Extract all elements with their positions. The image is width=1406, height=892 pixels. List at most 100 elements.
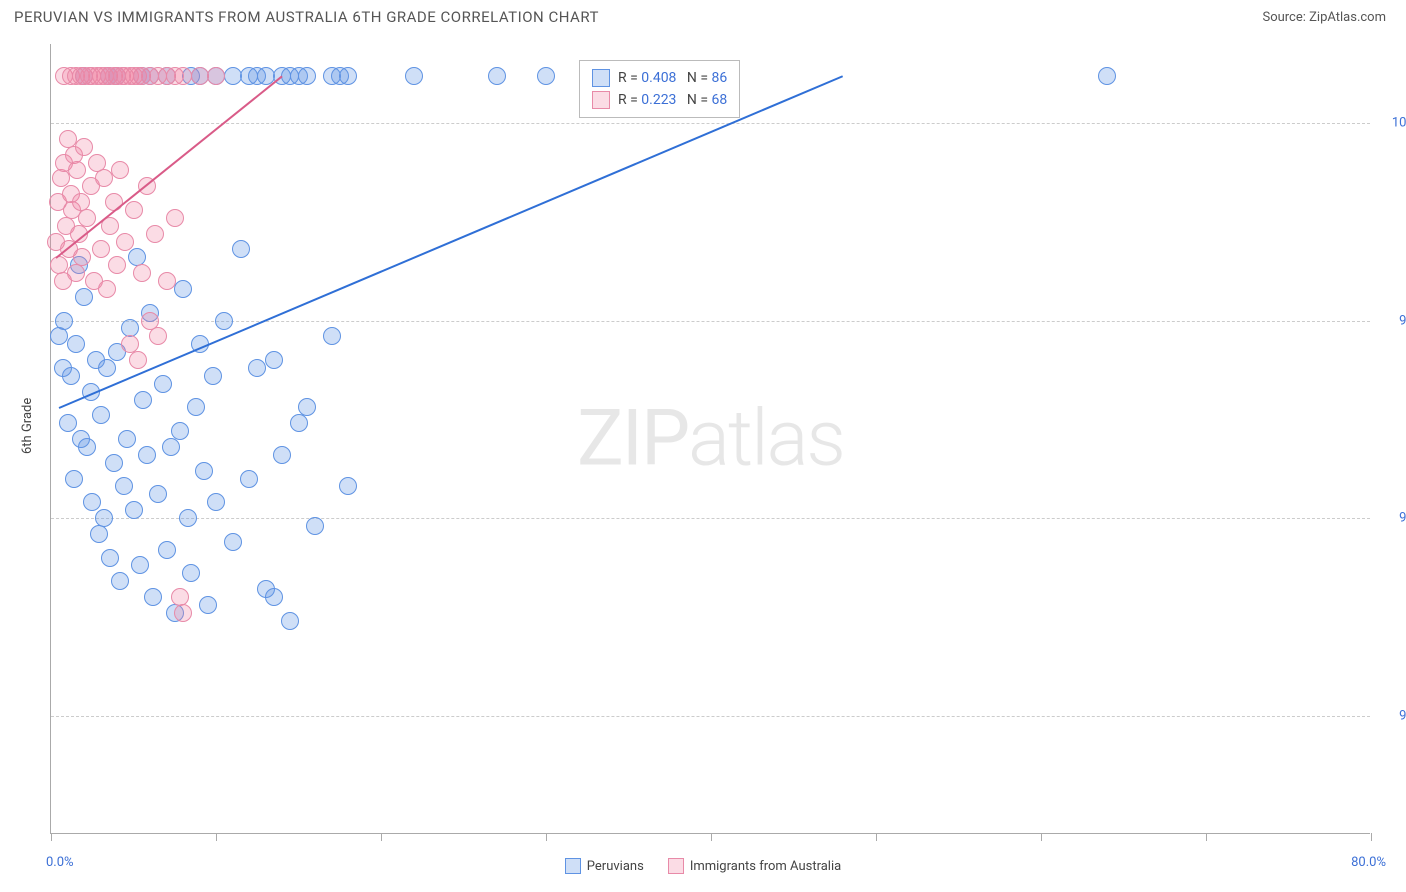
ytick-label: 100.0% <box>1392 116 1406 131</box>
scatter-point <box>68 161 86 179</box>
scatter-point <box>98 280 116 298</box>
scatter-point <box>125 201 143 219</box>
source-label: Source: ZipAtlas.com <box>1262 10 1386 25</box>
scatter-point <box>101 549 119 567</box>
scatter-point <box>488 67 506 85</box>
xtick <box>216 833 217 841</box>
scatter-point <box>144 588 162 606</box>
scatter-point <box>405 67 423 85</box>
stats-legend: R = 0.408 N = 86R = 0.223 N = 68 <box>579 60 740 118</box>
swatch-icon <box>592 69 610 87</box>
scatter-point <box>265 351 283 369</box>
scatter-point <box>129 351 147 369</box>
scatter-point <box>138 446 156 464</box>
scatter-point <box>59 414 77 432</box>
plot-area: ZIPatlas 92.5%95.0%97.5%100.0%R = 0.408 … <box>50 44 1370 834</box>
scatter-point <box>131 556 149 574</box>
scatter-point <box>83 493 101 511</box>
scatter-point <box>265 588 283 606</box>
chart-wrap: 6th Grade ZIPatlas 92.5%95.0%97.5%100.0%… <box>0 34 1406 884</box>
scatter-point <box>111 161 129 179</box>
scatter-point <box>199 596 217 614</box>
scatter-point <box>98 359 116 377</box>
scatter-point <box>179 509 197 527</box>
legend-item-peruvians: Peruvians <box>565 858 644 874</box>
scatter-point <box>240 470 258 488</box>
scatter-point <box>108 256 126 274</box>
scatter-point <box>162 438 180 456</box>
watermark: ZIPatlas <box>577 393 844 484</box>
xtick <box>51 833 52 841</box>
scatter-point <box>78 209 96 227</box>
scatter-point <box>134 391 152 409</box>
scatter-point <box>166 209 184 227</box>
legend-row: R = 0.223 N = 68 <box>592 89 727 111</box>
scatter-point <box>339 477 357 495</box>
gridline <box>51 321 1370 322</box>
scatter-point <box>67 335 85 353</box>
ytick-label: 92.5% <box>1399 708 1406 723</box>
scatter-point <box>95 169 113 187</box>
scatter-point <box>105 193 123 211</box>
scatter-point <box>174 280 192 298</box>
scatter-point <box>187 398 205 416</box>
scatter-point <box>537 67 555 85</box>
scatter-point <box>95 509 113 527</box>
scatter-point <box>248 359 266 377</box>
scatter-point <box>149 327 167 345</box>
scatter-point <box>149 485 167 503</box>
swatch-icon <box>592 91 610 109</box>
watermark-zip: ZIP <box>577 393 688 484</box>
scatter-point <box>323 327 341 345</box>
scatter-point <box>281 612 299 630</box>
scatter-point <box>133 264 151 282</box>
scatter-point <box>55 312 73 330</box>
legend-stats: R = 0.408 N = 86 <box>618 67 727 89</box>
scatter-point <box>306 517 324 535</box>
xtick <box>381 833 382 841</box>
scatter-point <box>73 248 91 266</box>
xlim-max: 80.0% <box>1351 855 1386 870</box>
scatter-point <box>174 604 192 622</box>
scatter-point <box>182 564 200 582</box>
scatter-point <box>90 525 108 543</box>
legend-stats: R = 0.223 N = 68 <box>618 89 727 111</box>
gridline <box>51 716 1370 717</box>
xtick <box>1206 833 1207 841</box>
scatter-point <box>75 288 93 306</box>
scatter-point <box>174 67 192 85</box>
scatter-point <box>195 462 213 480</box>
scatter-point <box>92 406 110 424</box>
scatter-point <box>224 67 242 85</box>
xtick <box>1041 833 1042 841</box>
scatter-point <box>75 138 93 156</box>
scatter-point <box>92 240 110 258</box>
ytick-label: 97.5% <box>1399 313 1406 328</box>
scatter-point <box>50 327 68 345</box>
scatter-point <box>105 454 123 472</box>
legend-label: Immigrants from Australia <box>690 859 841 874</box>
scatter-point <box>65 470 83 488</box>
swatch-icon <box>565 858 581 874</box>
scatter-point <box>171 422 189 440</box>
gridline <box>51 123 1370 124</box>
scatter-point <box>67 264 85 282</box>
scatter-point <box>115 477 133 495</box>
scatter-point <box>298 67 316 85</box>
scatter-point <box>116 233 134 251</box>
scatter-point <box>298 398 316 416</box>
scatter-point <box>146 225 164 243</box>
xtick <box>1371 833 1372 841</box>
scatter-point <box>290 414 308 432</box>
scatter-point <box>273 446 291 464</box>
xlim-min: 0.0% <box>46 855 74 870</box>
scatter-point <box>111 572 129 590</box>
bottom-legend: Peruvians Immigrants from Australia <box>0 858 1406 874</box>
y-axis-label: 6th Grade <box>20 398 35 454</box>
scatter-point <box>224 533 242 551</box>
xtick <box>546 833 547 841</box>
watermark-atlas: atlas <box>688 393 844 484</box>
chart-title: PERUVIAN VS IMMIGRANTS FROM AUSTRALIA 6T… <box>14 8 599 26</box>
swatch-icon <box>668 858 684 874</box>
legend-row: R = 0.408 N = 86 <box>592 67 727 89</box>
